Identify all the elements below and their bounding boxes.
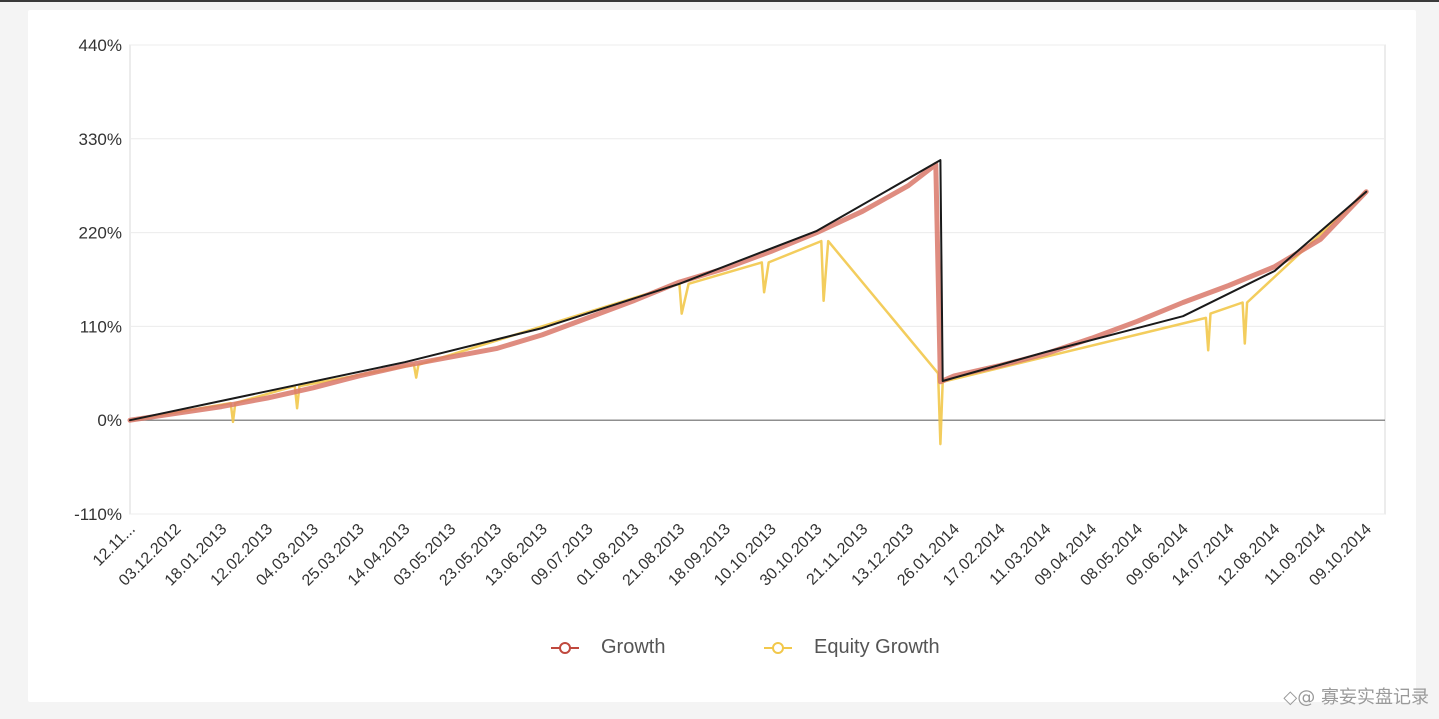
legend-label-equity-growth: Equity Growth	[814, 636, 940, 658]
y-tick-label: 220%	[79, 224, 122, 243]
y-tick-label: 440%	[79, 36, 122, 55]
y-tick-label: -110%	[74, 505, 122, 524]
series-line-trend	[129, 159, 1368, 422]
y-tick-label: 110%	[80, 317, 122, 336]
watermark: ◇@ 寡妄实盘记录	[1283, 687, 1429, 708]
top-border	[0, 0, 1439, 2]
y-tick-label: 0%	[97, 411, 122, 430]
chart-card	[28, 10, 1416, 702]
y-tick-label: 330%	[79, 130, 122, 149]
series-line-equity-growth	[128, 190, 1368, 446]
series-line-growth	[127, 161, 1369, 423]
legend-marker-dot	[559, 642, 571, 654]
legend-label-growth: Growth	[601, 636, 666, 658]
legend-marker-dot	[772, 642, 784, 654]
plot-frame	[129, 44, 1386, 515]
